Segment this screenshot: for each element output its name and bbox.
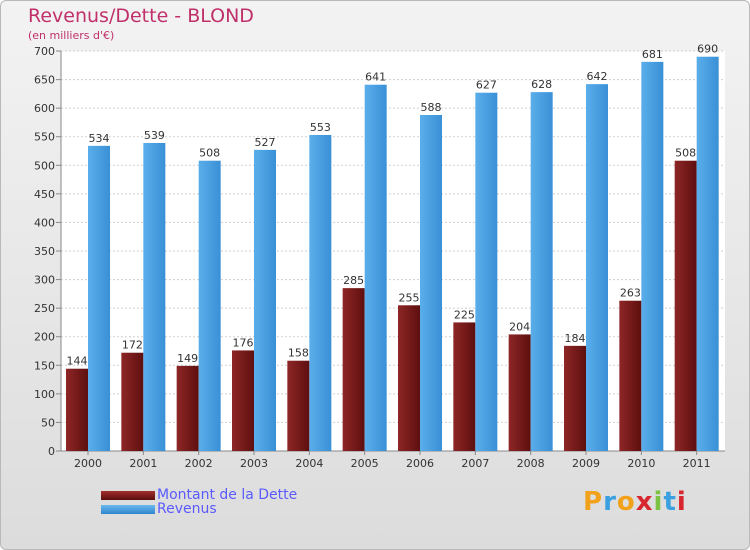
y-tick-label: 0 — [48, 445, 55, 458]
y-tick-label: 100 — [34, 388, 55, 401]
data-label-revenue: 628 — [531, 78, 552, 91]
data-label-debt: 508 — [675, 147, 696, 160]
bar-debt — [619, 300, 642, 451]
data-label-debt: 255 — [399, 291, 420, 304]
bar-revenue — [420, 115, 442, 451]
bar-revenue — [198, 160, 221, 451]
data-label-debt: 149 — [177, 352, 198, 365]
proxiti-logo: Proxiti — [583, 487, 687, 517]
data-label-revenue: 681 — [642, 48, 663, 61]
legend-label-debt: Montant de la Dette — [157, 487, 298, 503]
data-label-revenue: 534 — [89, 132, 110, 145]
y-tick-label: 450 — [34, 188, 55, 201]
y-tick-label: 250 — [34, 302, 55, 315]
logo-letter: t — [663, 487, 677, 517]
y-tick-label: 350 — [34, 245, 55, 258]
data-label-debt: 285 — [343, 274, 364, 287]
logo-letter: o — [616, 487, 636, 517]
bar-debt — [232, 350, 254, 451]
x-tick-label: 2004 — [295, 457, 323, 470]
bar-revenue — [143, 143, 166, 451]
bar-revenue — [475, 92, 498, 451]
data-label-revenue: 641 — [365, 71, 386, 84]
y-tick-label: 650 — [34, 74, 55, 87]
legend-item-revenue: Revenus — [101, 501, 217, 517]
bar-debt — [453, 322, 476, 451]
data-label-revenue: 527 — [255, 136, 276, 149]
bar-debt — [398, 305, 420, 451]
chart-subtitle: (en milliers d'€) — [28, 29, 115, 42]
bar-debt — [121, 352, 144, 451]
data-label-debt: 158 — [288, 347, 309, 360]
y-tick-label: 150 — [34, 359, 55, 372]
legend-item-debt: Montant de la Dette — [101, 487, 297, 503]
data-label-debt: 172 — [122, 339, 143, 352]
bar-debt — [287, 360, 310, 451]
y-tick-label: 200 — [34, 331, 55, 344]
x-tick-label: 2005 — [351, 457, 379, 470]
x-tick-label: 2009 — [572, 457, 600, 470]
data-label-revenue: 508 — [199, 147, 220, 160]
logo-letter: P — [583, 487, 604, 517]
x-tick-label: 2010 — [627, 457, 655, 470]
x-tick-label: 2001 — [129, 457, 157, 470]
data-label-revenue: 627 — [476, 79, 497, 92]
bar-revenue — [530, 92, 553, 452]
data-label-revenue: 642 — [587, 70, 608, 83]
y-tick-label: 400 — [34, 216, 55, 229]
bar-debt — [564, 345, 586, 451]
bar-debt — [342, 288, 365, 451]
x-tick-label: 2000 — [74, 457, 102, 470]
y-tick-label: 600 — [34, 102, 55, 115]
data-label-debt: 263 — [620, 287, 641, 300]
logo-letter: x — [635, 487, 654, 517]
bar-debt — [508, 334, 531, 451]
chart-title: Revenus/Dette - BLOND — [28, 5, 254, 27]
legend-swatch-debt — [101, 490, 155, 500]
x-tick-label: 2011 — [683, 457, 711, 470]
legend-swatch-revenue — [101, 504, 155, 514]
bar-revenue — [641, 61, 664, 451]
x-tick-label: 2006 — [406, 457, 434, 470]
data-label-revenue: 690 — [697, 43, 718, 56]
bar-debt — [674, 160, 697, 451]
x-tick-label: 2008 — [517, 457, 545, 470]
y-tick-label: 500 — [34, 159, 55, 172]
bar-debt — [176, 365, 199, 451]
data-label-debt: 176 — [233, 336, 254, 349]
data-label-debt: 184 — [565, 332, 586, 345]
bar-revenue — [254, 149, 276, 451]
y-tick-label: 550 — [34, 131, 55, 144]
data-label-revenue: 588 — [421, 101, 442, 114]
y-tick-label: 50 — [41, 416, 55, 429]
bar-revenue — [696, 56, 719, 451]
x-tick-label: 2007 — [461, 457, 489, 470]
data-label-debt: 144 — [67, 355, 88, 368]
data-label-revenue: 553 — [310, 121, 331, 134]
logo-letter: i — [676, 487, 687, 517]
y-tick-label: 700 — [34, 45, 55, 58]
bar-revenue — [586, 84, 608, 452]
data-label-debt: 225 — [454, 308, 475, 321]
logo-letter: i — [653, 487, 664, 517]
logo-letter: r — [603, 487, 617, 517]
x-tick-label: 2003 — [240, 457, 268, 470]
x-tick-label: 2002 — [185, 457, 213, 470]
data-label-revenue: 539 — [144, 129, 165, 142]
legend-label-revenue: Revenus — [157, 501, 217, 517]
bar-revenue — [309, 135, 332, 451]
bar-revenue — [88, 145, 110, 451]
data-label-debt: 204 — [509, 320, 530, 333]
bar-debt — [66, 368, 88, 451]
y-tick-label: 300 — [34, 274, 55, 287]
bar-revenue — [364, 84, 387, 451]
